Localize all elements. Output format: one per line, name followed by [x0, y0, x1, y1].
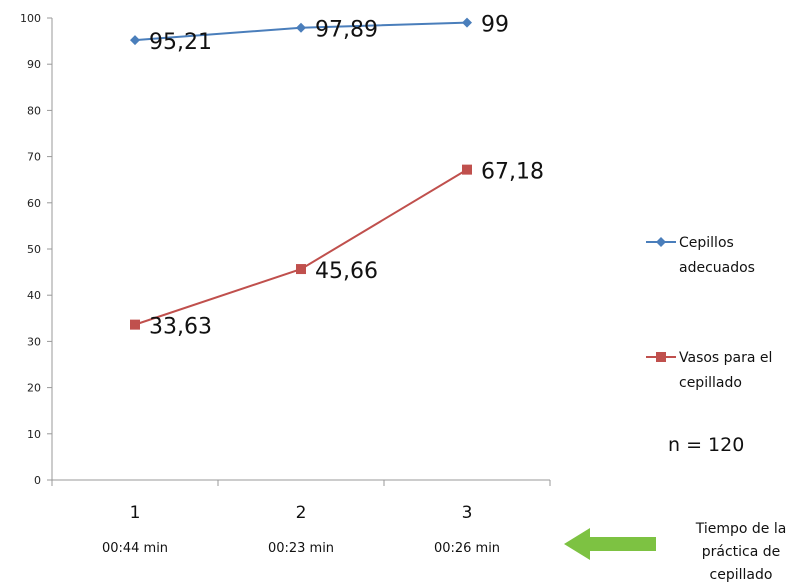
- legend-item-series-1: Cepillos adecuados: [646, 235, 755, 276]
- legend-label-series-1-line-2: adecuados: [679, 260, 755, 276]
- series-2-data-label: 33,63: [149, 315, 212, 340]
- legend-marker-diamond: [656, 237, 666, 247]
- y-tick-label: 80: [27, 104, 41, 117]
- x-category-sublabel: 00:23 min: [268, 541, 334, 556]
- y-tick-label: 70: [27, 151, 41, 164]
- legend-label-series-2-line-1: Vasos para el: [679, 350, 772, 366]
- x-category-label: 1: [130, 503, 141, 523]
- legend-label-series-1-line-1: Cepillos: [679, 235, 734, 251]
- series-2-data-label: 45,66: [315, 259, 378, 284]
- series-1-point: [296, 22, 306, 33]
- y-tick-label: 10: [27, 428, 41, 441]
- labels-layer: 95,21 97,89 99 33,63 45,66 67,18: [149, 13, 544, 340]
- x-category-sublabel: 00:26 min: [434, 541, 500, 556]
- series-1-point: [462, 17, 472, 28]
- legend: Cepillos adecuados Vasos para el cepilla…: [646, 235, 772, 391]
- y-tick-label: 90: [27, 58, 41, 71]
- y-tick-label: 100: [20, 12, 41, 25]
- legend-label-series-2-line-2: cepillado: [679, 375, 742, 391]
- y-tick-label: 30: [27, 335, 41, 348]
- arrow-shape: [564, 528, 656, 560]
- legend-item-series-2: Vasos para el cepillado: [646, 350, 772, 391]
- series-1-point: [130, 35, 140, 46]
- x-category-label: 2: [296, 503, 307, 523]
- series-2-point: [296, 264, 306, 275]
- series-1-data-label: 99: [481, 13, 509, 38]
- side-caption: Tiempo de la práctica de cepillado: [695, 521, 787, 583]
- series-1-data-label: 97,89: [315, 18, 378, 43]
- y-tick-label: 50: [27, 243, 41, 256]
- series-1-data-label: 95,21: [149, 30, 212, 55]
- side-caption-line-3: cepillado: [710, 567, 773, 583]
- side-caption-line-1: Tiempo de la: [695, 521, 787, 537]
- side-caption-line-2: práctica de: [702, 544, 781, 560]
- axes: 0 10 20 30 40 50 60 70 80 90 100 1 00:44 min 2 00:23 m…: [20, 12, 551, 556]
- y-tick-label: 60: [27, 197, 41, 210]
- left-arrow-icon: [564, 528, 656, 560]
- series-2-line: [134, 168, 468, 326]
- series-2-data-label: 67,18: [481, 160, 544, 185]
- series-layer: [130, 17, 472, 330]
- y-tick-label: 20: [27, 382, 41, 395]
- y-tick-label: 0: [34, 474, 41, 487]
- sample-size-note: n = 120: [668, 434, 744, 456]
- y-tick-label: 40: [27, 289, 41, 302]
- legend-marker-square: [656, 352, 666, 362]
- x-category-label: 3: [462, 503, 473, 523]
- x-category-sublabel: 00:44 min: [102, 541, 168, 556]
- series-2-point: [462, 164, 472, 175]
- series-2-point: [130, 319, 140, 330]
